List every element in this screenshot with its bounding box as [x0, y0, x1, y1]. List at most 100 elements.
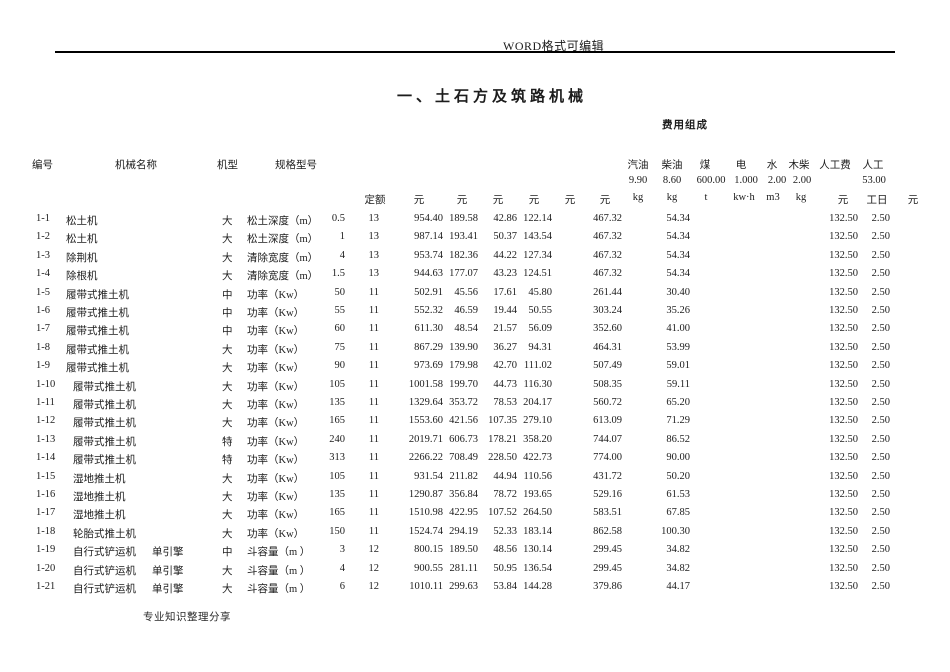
row-id: 1-21: [36, 581, 56, 592]
quota-code: 13: [368, 213, 380, 224]
cost-col-2: 45.56: [454, 286, 478, 298]
row-id: 1-8: [36, 341, 50, 353]
unit-label-yuan-4: 元: [528, 195, 540, 206]
labor-cost-value: 132.50: [829, 470, 858, 482]
table-row: 1-14 履带式推土机 特 功率（Kw） 313 11 2266.22 708.…: [0, 452, 950, 467]
spec-value: 165: [329, 415, 345, 427]
spec-label: 斗容量（m ）: [247, 547, 311, 559]
cost-col-6: 467.32: [593, 213, 622, 224]
cost-col-4: 124.51: [523, 268, 552, 280]
cost-col-4: 110.56: [523, 470, 553, 482]
spec-label: 斗容量（m ）: [247, 565, 311, 577]
cost-total: 552.32: [414, 305, 443, 316]
cost-col-6: 261.44: [593, 286, 622, 298]
cost-col-3: 19.44: [493, 305, 517, 316]
row-id: 1-13: [36, 433, 56, 445]
labor-cost-value: 132.50: [829, 231, 858, 243]
spec-value: 4: [339, 249, 345, 261]
unit-label-t-coal: t: [704, 192, 708, 203]
cost-col-6: 464.31: [593, 341, 622, 353]
labor-cost-value: 132.50: [829, 433, 858, 445]
cost-col-3: 228.50: [488, 452, 517, 464]
cost-col-4: 116.30: [523, 378, 553, 390]
spec-label: 功率（Kw）: [247, 326, 305, 338]
diesel-consumption: 67.85: [666, 507, 690, 519]
cost-total: 987.14: [414, 231, 443, 243]
machine-name: 湿地推土机: [73, 510, 126, 522]
diesel-consumption: 44.17: [666, 581, 690, 592]
cost-col-2: 179.98: [449, 360, 478, 372]
model-size: 大: [222, 528, 233, 540]
diesel-consumption: 59.11: [666, 378, 690, 390]
row-id: 1-3: [36, 249, 50, 261]
labor-workdays: 2.50: [871, 397, 890, 408]
cost-col-2: 48.54: [454, 323, 478, 335]
spec-label: 功率（Kw）: [247, 455, 305, 467]
header-rule: [55, 51, 895, 53]
col-header-electricity: 电: [735, 160, 747, 171]
row-id: 1-11: [36, 397, 55, 408]
spec-value: 4: [339, 562, 345, 574]
cost-col-4: 122.14: [523, 213, 552, 224]
spec-label: 功率（Kw）: [247, 510, 305, 522]
labor-cost-value: 132.50: [829, 452, 858, 464]
cost-col-4: 143.54: [523, 231, 552, 243]
col-header-firewood: 木柴: [788, 160, 810, 171]
unit-label-yuan-3: 元: [492, 195, 504, 206]
quota-code: 12: [368, 581, 380, 592]
spec-value: 1.5: [331, 268, 345, 280]
table-row: 1-8 履带式推土机 大 功率（Kw） 75 11 867.29 139.90 …: [0, 342, 950, 357]
cost-total: 1553.60: [408, 415, 443, 427]
machine-name: 松土机: [66, 216, 98, 227]
labor-cost-value: 132.50: [829, 525, 858, 537]
spec-value: 3: [339, 544, 345, 556]
cost-col-3: 44.94: [493, 470, 517, 482]
machine-name: 松土机: [66, 234, 98, 246]
spec-label: 功率（Kw）: [247, 344, 305, 356]
spec-label: 功率（Kw）: [247, 289, 305, 301]
diesel-consumption: 61.53: [666, 489, 690, 500]
quota-code: 11: [368, 507, 379, 519]
table-row: 1-5 履带式推土机 中 功率（Kw） 50 11 502.91 45.56 1…: [0, 287, 950, 302]
engine-type: 单引擎: [152, 547, 184, 559]
spec-value: 105: [329, 378, 345, 390]
spec-value: 135: [329, 397, 345, 408]
spec-value: 75: [334, 341, 346, 353]
machine-name: 履带式推土机: [66, 363, 129, 375]
unit-label-kwh: kw·h: [733, 192, 755, 203]
table-row: 1-1 松土机 大 松土深度（m） 0.5 13 954.40 189.58 4…: [0, 213, 950, 228]
col-header-gasoline: 汽油: [627, 160, 649, 171]
cost-col-4: 130.14: [523, 544, 552, 556]
table-row: 1-3 除荆机 大 清除宽度（m） 4 13 953.74 182.36 44.…: [0, 250, 950, 265]
col-header-labor-cost: 人工费: [819, 160, 851, 171]
labor-workdays: 2.50: [871, 581, 890, 592]
cost-col-2: 177.07: [449, 268, 478, 280]
labor-workdays: 2.50: [871, 378, 890, 390]
labor-cost-value: 132.50: [829, 323, 858, 335]
col-header-model: 机型: [217, 160, 238, 171]
cost-col-3: 50.37: [493, 231, 517, 243]
cost-col-2: 46.59: [454, 305, 478, 316]
cost-col-6: 583.51: [593, 507, 622, 519]
cost-total: 611.30: [414, 323, 444, 335]
model-size: 大: [222, 216, 233, 227]
labor-workdays: 2.50: [871, 415, 890, 427]
spec-value: 240: [329, 433, 345, 445]
quota-code: 12: [368, 562, 380, 574]
spec-value: 55: [334, 305, 346, 316]
cost-total: 1010.11: [409, 581, 443, 592]
model-size: 大: [222, 510, 233, 522]
col-header-water: 水: [766, 160, 778, 171]
cost-total: 1329.64: [408, 397, 443, 408]
labor-workdays: 2.50: [871, 489, 890, 500]
labor-workdays: 2.50: [871, 544, 890, 556]
cost-col-3: 17.61: [493, 286, 517, 298]
machine-name: 自行式铲运机: [73, 547, 136, 559]
labor-workdays: 2.50: [871, 323, 890, 335]
cost-col-2: 189.58: [449, 213, 478, 224]
diesel-consumption: 54.34: [666, 268, 690, 280]
diesel-consumption: 90.00: [666, 452, 690, 464]
model-size: 中: [222, 326, 233, 338]
cost-col-6: 431.72: [593, 470, 622, 482]
labor-cost-value: 132.50: [829, 268, 858, 280]
